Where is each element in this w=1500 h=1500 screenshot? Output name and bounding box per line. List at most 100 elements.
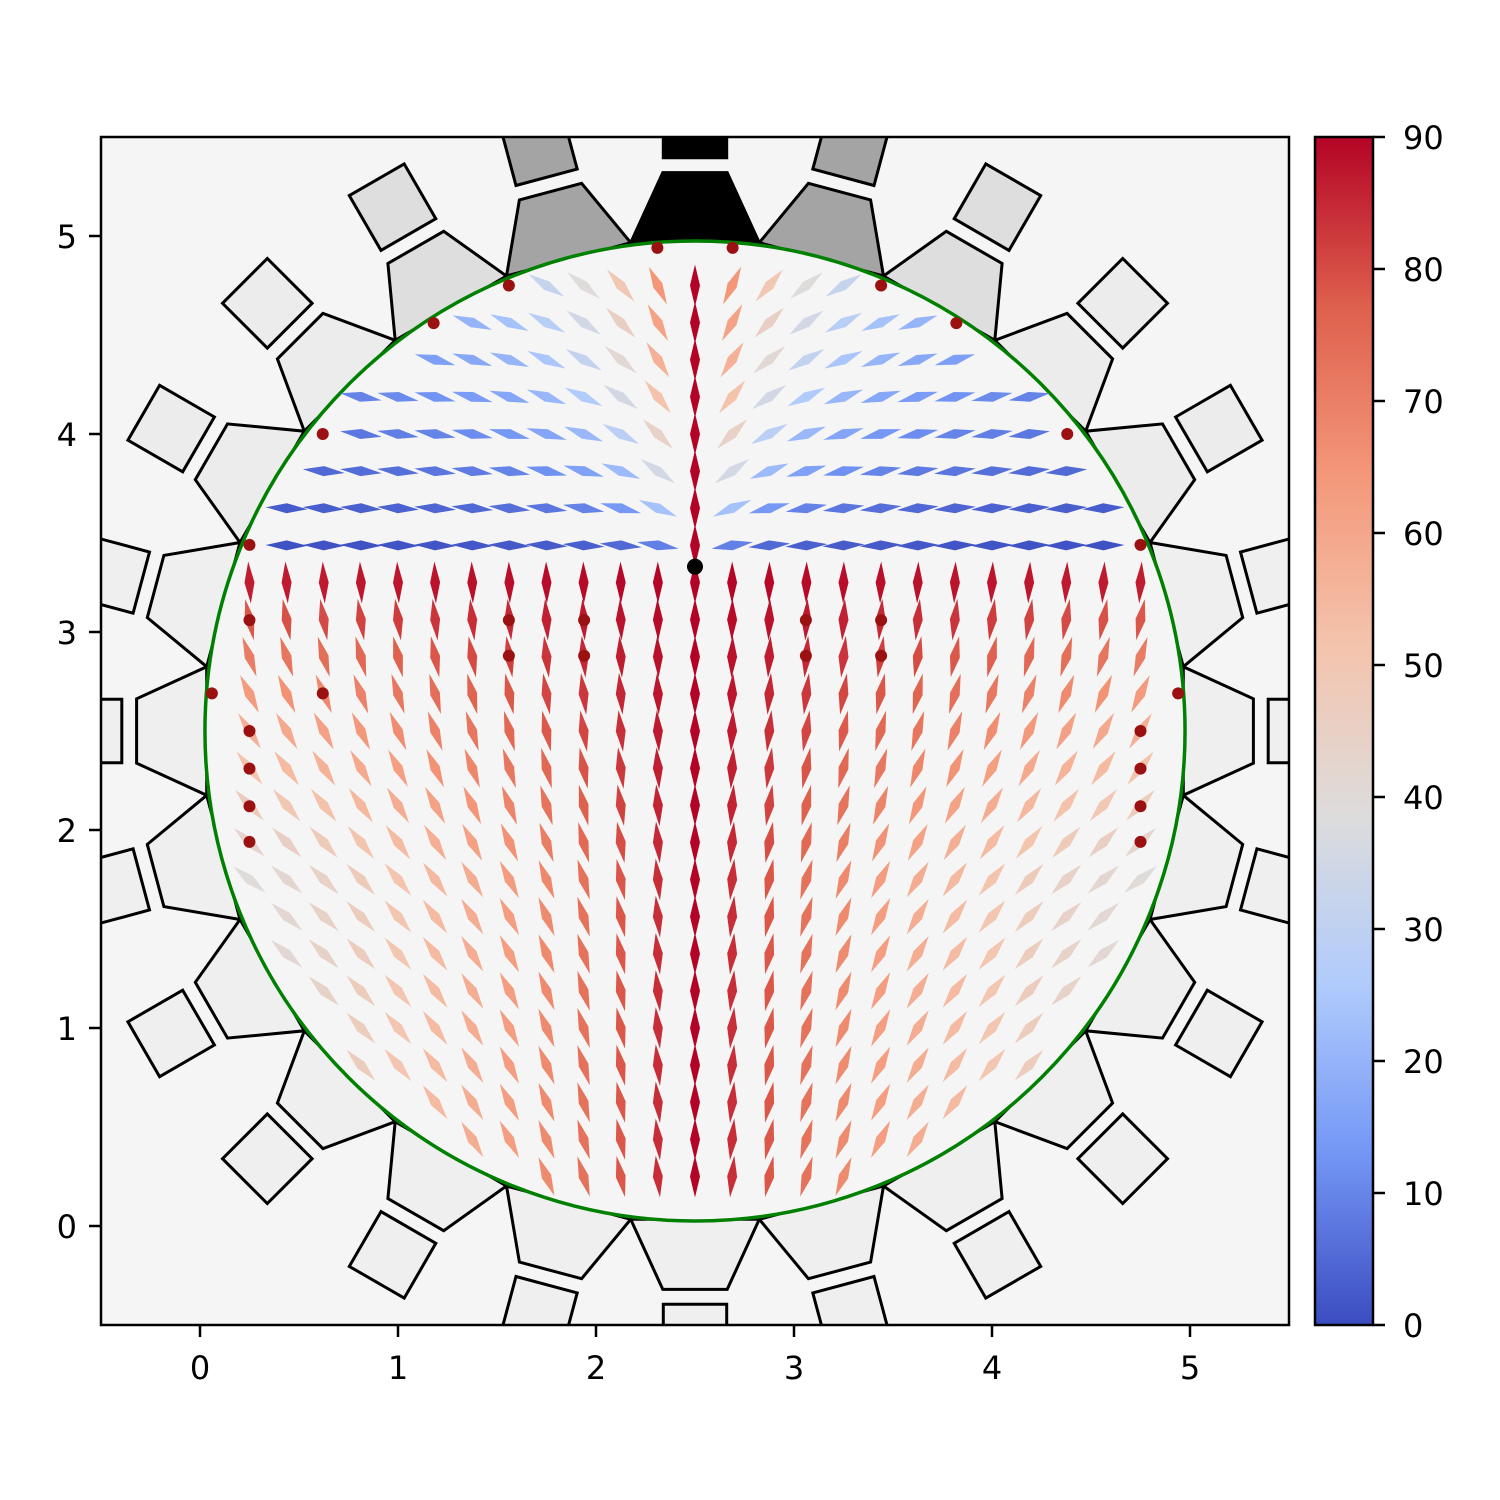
director-mark bbox=[538, 1008, 555, 1048]
director-mark bbox=[897, 429, 939, 439]
director-mark bbox=[944, 786, 965, 824]
director-mark bbox=[499, 1046, 519, 1084]
director-mark bbox=[271, 865, 303, 894]
director-mark bbox=[800, 1007, 813, 1049]
director-mark bbox=[1017, 788, 1042, 823]
director-mark bbox=[652, 970, 663, 1012]
director-mark bbox=[749, 463, 789, 479]
director-mark bbox=[644, 380, 671, 414]
director-mark bbox=[604, 346, 637, 374]
director-mark bbox=[602, 423, 640, 445]
director-mark bbox=[615, 858, 626, 901]
director-mark bbox=[615, 710, 626, 752]
director-mark bbox=[690, 1118, 700, 1161]
director-mark bbox=[541, 561, 552, 604]
director-mark bbox=[871, 972, 891, 1010]
director-mark bbox=[499, 935, 519, 973]
director-mark bbox=[577, 1119, 590, 1160]
director-mark bbox=[947, 711, 963, 751]
director-mark bbox=[1098, 561, 1109, 604]
director-mark bbox=[538, 1157, 555, 1196]
director-mark bbox=[504, 673, 515, 715]
director-mark bbox=[422, 973, 448, 1008]
director-mark bbox=[1020, 712, 1039, 750]
director-mark bbox=[566, 310, 601, 335]
director-mark bbox=[500, 823, 518, 862]
director-mark bbox=[1015, 826, 1043, 859]
director-mark bbox=[430, 561, 441, 604]
director-mark bbox=[690, 598, 700, 641]
director-mark bbox=[727, 970, 738, 1012]
director-mark bbox=[564, 387, 603, 407]
director-mark bbox=[526, 466, 567, 476]
director-mark bbox=[451, 466, 493, 477]
director-mark bbox=[489, 390, 530, 403]
director-mark bbox=[564, 426, 604, 442]
director-mark bbox=[541, 710, 552, 752]
director-mark bbox=[764, 672, 775, 715]
director-mark bbox=[785, 503, 828, 514]
director-mark bbox=[388, 749, 408, 787]
director-mark bbox=[934, 429, 976, 439]
director-mark bbox=[727, 1118, 738, 1161]
director-mark bbox=[1018, 750, 1040, 787]
director-mark bbox=[933, 503, 976, 514]
director-mark bbox=[835, 934, 852, 974]
director-mark bbox=[971, 392, 1013, 402]
director-mark bbox=[1014, 975, 1044, 1007]
director-mark bbox=[353, 674, 369, 714]
colorbar-tick-label: 10 bbox=[1403, 1175, 1444, 1213]
director-mark bbox=[764, 896, 775, 938]
director-mark bbox=[429, 673, 441, 714]
director-mark bbox=[414, 466, 456, 477]
colorbar-ticks: 0 10 20 30 40 50 60 70 80 90 bbox=[1373, 119, 1444, 1345]
point-defect bbox=[1134, 725, 1147, 737]
director-mark bbox=[949, 561, 960, 604]
director-mark bbox=[563, 465, 604, 477]
director-mark bbox=[461, 898, 484, 935]
electrode-pad bbox=[810, 137, 889, 188]
director-mark bbox=[906, 898, 929, 935]
director-mark bbox=[910, 748, 926, 788]
director-mark bbox=[355, 561, 366, 604]
director-mark bbox=[823, 428, 864, 440]
director-mark bbox=[859, 466, 902, 477]
director-mark bbox=[690, 450, 700, 493]
director-mark bbox=[801, 784, 812, 826]
director-mark bbox=[978, 1011, 1006, 1045]
director-mark bbox=[690, 635, 700, 678]
axes-frame bbox=[99, 135, 1291, 1327]
director-mark bbox=[451, 429, 493, 439]
director-mark bbox=[871, 860, 891, 899]
director-mark bbox=[346, 1012, 376, 1044]
point-defect bbox=[1134, 800, 1147, 813]
director-mark bbox=[600, 503, 642, 514]
point-defect bbox=[875, 614, 888, 627]
director-mark bbox=[1052, 826, 1081, 858]
director-mark bbox=[599, 540, 642, 551]
director-mark bbox=[690, 301, 700, 344]
director-mark bbox=[871, 1083, 891, 1121]
director-mark bbox=[652, 1081, 663, 1124]
director-mark bbox=[838, 673, 849, 715]
director-mark bbox=[351, 712, 370, 750]
y-tick-label: 1 bbox=[57, 1010, 77, 1048]
director-mark bbox=[414, 540, 457, 551]
director-mark bbox=[979, 825, 1005, 860]
director-mark bbox=[615, 1155, 626, 1198]
director-mark bbox=[787, 387, 826, 407]
director-mark bbox=[934, 392, 976, 402]
director-mark bbox=[377, 540, 419, 551]
director-mark bbox=[652, 821, 663, 864]
electrode-pad bbox=[661, 1302, 729, 1325]
director-mark bbox=[270, 939, 303, 968]
director-mark bbox=[764, 784, 775, 826]
director-mark bbox=[422, 862, 448, 897]
director-mark bbox=[1088, 827, 1119, 858]
director-mark bbox=[389, 711, 407, 751]
director-mark bbox=[461, 861, 484, 898]
director-mark bbox=[426, 749, 444, 788]
director-mark bbox=[577, 1045, 590, 1086]
electrode-pad bbox=[952, 1209, 1043, 1301]
electrode-pad bbox=[501, 137, 580, 188]
